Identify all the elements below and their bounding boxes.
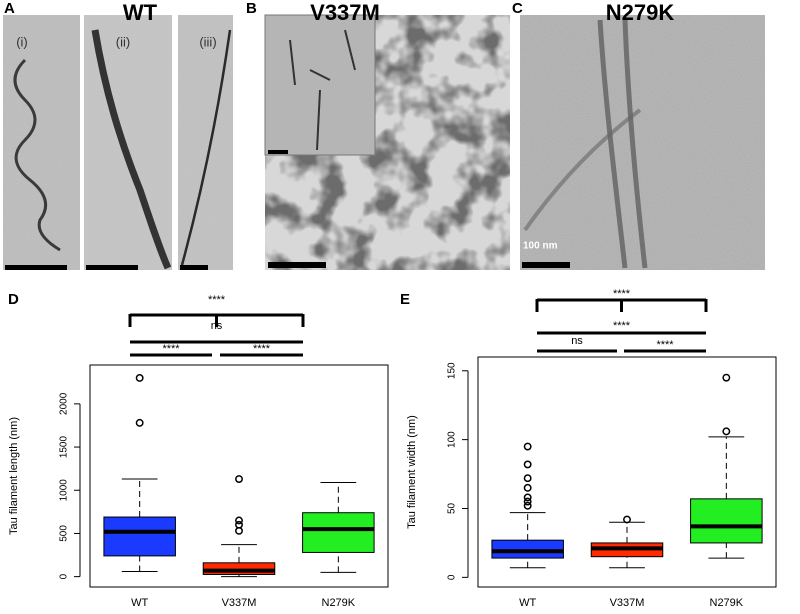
y-tick-label: 100 xyxy=(447,431,458,448)
y-tick-label: 2000 xyxy=(59,392,70,415)
outlier xyxy=(523,501,532,510)
outlier xyxy=(235,516,243,525)
box xyxy=(491,539,564,559)
micrograph-b xyxy=(264,14,510,270)
micrograph-a xyxy=(3,15,233,270)
y-tick-label: 500 xyxy=(59,525,70,542)
significance-label: **** xyxy=(162,343,180,355)
panel-label: A xyxy=(4,0,15,17)
sub-label: (iii) xyxy=(199,34,216,49)
y-tick-label: 0 xyxy=(447,574,458,580)
outlier xyxy=(623,515,631,524)
significance-label: ns xyxy=(571,335,583,347)
box xyxy=(103,516,176,557)
x-tick-label: V337M xyxy=(222,597,257,609)
panel-label: B xyxy=(246,0,257,17)
outlier xyxy=(523,483,532,492)
x-tick-label: N279K xyxy=(322,597,356,609)
outlier xyxy=(235,475,243,483)
significance-label: **** xyxy=(613,288,631,300)
sub-label: (ii) xyxy=(116,34,130,49)
y-tick-label: 150 xyxy=(447,362,458,379)
sub-label: (i) xyxy=(16,34,28,49)
y-axis-label: Tau filament length (nm) xyxy=(8,417,20,535)
significance-label: **** xyxy=(656,339,674,351)
panel-label: D xyxy=(8,291,19,308)
panel-title: WT xyxy=(123,0,158,25)
outlier xyxy=(722,373,731,382)
x-tick-label: N279K xyxy=(710,597,744,609)
outlier xyxy=(722,427,731,436)
outlier xyxy=(523,474,532,483)
outlier xyxy=(523,442,532,451)
panel-title: N279K xyxy=(606,0,675,25)
micrograph-c xyxy=(520,15,765,270)
outlier xyxy=(135,374,144,382)
plot-frame xyxy=(89,364,389,588)
significance-label: ns xyxy=(211,320,223,332)
outlier xyxy=(523,493,532,502)
outlier xyxy=(523,497,532,506)
y-tick-label: 50 xyxy=(447,502,458,514)
y-tick-label: 1500 xyxy=(59,436,70,459)
significance-label: **** xyxy=(208,294,226,306)
y-tick-label: 0 xyxy=(59,573,70,579)
scale-label: 100 nm xyxy=(523,241,558,252)
box xyxy=(302,512,375,553)
y-tick-label: 1000 xyxy=(59,479,70,502)
panel-label: C xyxy=(512,0,523,17)
significance-label: **** xyxy=(613,320,631,332)
outlier xyxy=(135,418,144,427)
x-tick-label: V337M xyxy=(610,597,645,609)
box xyxy=(690,498,763,544)
outlier xyxy=(523,460,532,469)
x-tick-label: WT xyxy=(131,597,148,609)
significance-label: **** xyxy=(253,343,271,355)
plot-frame xyxy=(477,356,777,588)
y-axis-label: Tau filament width (nm) xyxy=(406,415,418,529)
x-tick-label: WT xyxy=(519,597,536,609)
panel-label: E xyxy=(400,291,410,308)
panel-title: V337M xyxy=(310,0,380,25)
outlier xyxy=(235,526,243,535)
